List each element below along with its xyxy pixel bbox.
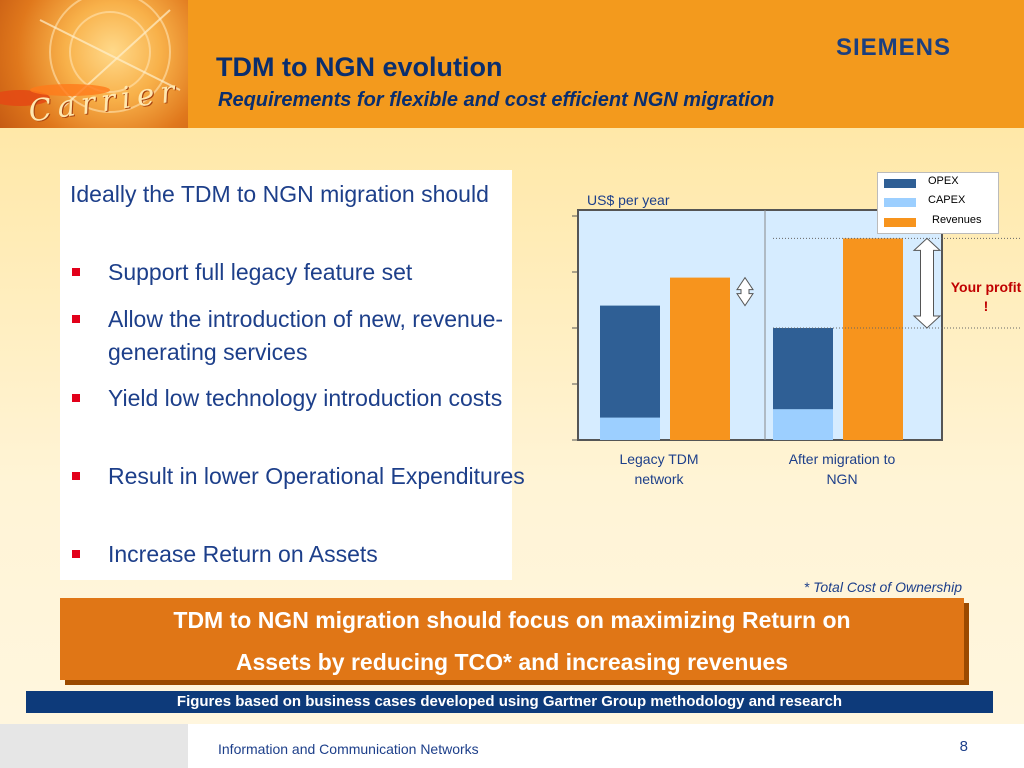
tco-footnote: * Total Cost of Ownership [803, 579, 962, 595]
bar-opex [600, 305, 660, 418]
legend-label: Revenues [932, 214, 982, 226]
list-item-text: Increase Return on Assets [108, 541, 378, 567]
list-item: Support full legacy feature set [70, 256, 538, 289]
list-item: Yield low technology introduction costs [70, 382, 538, 415]
bars [600, 238, 903, 440]
profit-annotation: Your profit ! [950, 279, 1022, 314]
slide-footer: Information and Communication Networks 8 [188, 724, 1024, 768]
legend-label: OPEX [928, 175, 959, 187]
list-item: Increase Return on Assets [70, 538, 538, 571]
page-subtitle: Requirements for flexible and cost effic… [218, 89, 775, 111]
page-number: 8 [959, 738, 968, 755]
slide-header: Carrier TDM to NGN evolution Requirement… [0, 0, 1024, 128]
list-item: Allow the introduction of new, revenue-g… [70, 303, 538, 369]
bar-capex [773, 409, 833, 440]
figures-source-note: Figures based on business cases develope… [26, 691, 993, 713]
category-label-legacy: Legacy TDM [619, 451, 698, 467]
list-item-text: Result in lower Operational Expenditures [108, 463, 525, 489]
cost-revenue-chart: US$ per year Legacy TDM network After mi… [572, 192, 1020, 487]
bullet-square-icon [72, 550, 80, 558]
category-label-legacy-line2: network [634, 471, 684, 487]
bar-opex [773, 328, 833, 410]
y-axis-ticks [572, 215, 578, 441]
legend-swatch [884, 179, 916, 188]
category-label-ngn-line2: NGN [826, 471, 857, 487]
legend-label: CAPEX [928, 194, 966, 206]
bar-revenues [670, 277, 730, 440]
bar-revenues [843, 238, 903, 440]
chart-legend: OPEX CAPEX Revenues [877, 172, 999, 234]
globe-graphic [0, 0, 181, 113]
list-item-text: Support full legacy feature set [108, 259, 413, 285]
callout-line-1: TDM to NGN migration should focus on max… [173, 607, 851, 633]
bullet-square-icon [72, 268, 80, 276]
key-message-callout: TDM to NGN migration should focus on max… [60, 598, 964, 680]
siemens-logo: SIEMENS [836, 34, 952, 61]
page-title: TDM to NGN evolution [216, 52, 503, 82]
category-label-ngn: After migration to [789, 451, 896, 467]
bullet-square-icon [72, 472, 80, 480]
bullet-square-icon [72, 394, 80, 402]
list-item-text: Allow the introduction of new, revenue-g… [108, 306, 504, 365]
bar-capex [600, 417, 660, 440]
y-axis-label: US$ per year [587, 192, 670, 208]
list-intro: Ideally the TDM to NGN migration should [70, 181, 489, 207]
profit-guides [736, 237, 1020, 329]
footer-division: Information and Communication Networks [218, 741, 479, 757]
callout-line-2: Assets by reducing TCO* and increasing r… [235, 649, 789, 675]
carrier-logo: Carrier [0, 0, 188, 128]
list-item: Result in lower Operational Expenditures [70, 460, 538, 493]
bullet-square-icon [72, 315, 80, 323]
list-item-text: Yield low technology introduction costs [108, 385, 503, 411]
profit-arrow-icon [912, 237, 942, 329]
requirements-list: Ideally the TDM to NGN migration should … [60, 170, 525, 580]
legend-swatch [884, 198, 916, 207]
legacy-margin-arrow-icon [736, 276, 754, 307]
footer-left-block [0, 724, 188, 768]
legend-swatch [884, 218, 916, 227]
